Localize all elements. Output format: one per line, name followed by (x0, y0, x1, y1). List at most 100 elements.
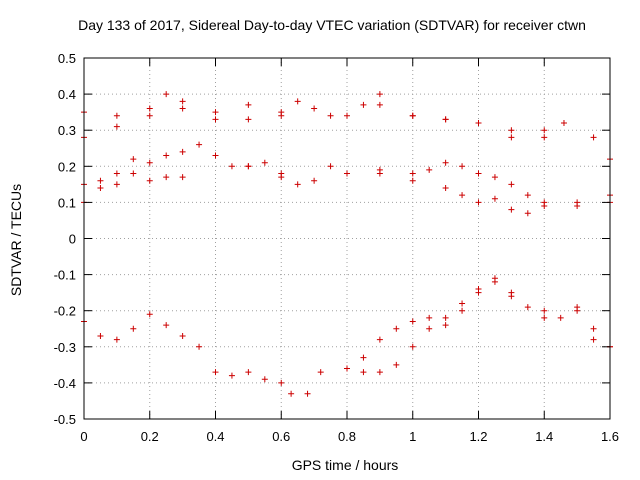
data-point (146, 177, 153, 184)
data-point (409, 112, 416, 119)
data-point (442, 159, 449, 166)
data-point (179, 174, 186, 181)
data-point (376, 101, 383, 108)
data-point (294, 98, 301, 105)
x-tick-label: 0 (80, 429, 87, 444)
y-tick-label: -0.2 (54, 304, 76, 319)
y-tick-label: 0.3 (58, 123, 76, 138)
data-point (97, 332, 104, 339)
data-point (541, 127, 548, 134)
data-point (97, 184, 104, 191)
data-point (97, 177, 104, 184)
data-point (146, 159, 153, 166)
data-point (130, 156, 137, 163)
data-point (541, 199, 548, 206)
y-tick-label: -0.4 (54, 376, 76, 391)
data-point (360, 101, 367, 108)
data-point (196, 141, 203, 148)
data-point (508, 293, 515, 300)
data-point (409, 343, 416, 350)
data-point (590, 325, 597, 332)
data-point (228, 163, 235, 170)
data-point (541, 314, 548, 321)
data-point (294, 181, 301, 188)
data-point (179, 105, 186, 112)
data-point (590, 134, 597, 141)
data-point (557, 314, 564, 321)
data-point (491, 195, 498, 202)
x-tick-label: 1.4 (535, 429, 553, 444)
y-axis-title: SDTVAR / TECUs (8, 184, 24, 296)
data-point (163, 91, 170, 98)
data-point (130, 170, 137, 177)
data-point (524, 304, 531, 311)
data-point (146, 311, 153, 318)
data-point (508, 206, 515, 213)
data-point (304, 390, 311, 397)
data-point (163, 322, 170, 329)
data-point (409, 177, 416, 184)
data-point (574, 304, 581, 311)
y-tick-label: -0.3 (54, 340, 76, 355)
data-point (212, 116, 219, 123)
data-point (475, 119, 482, 126)
data-point (179, 148, 186, 155)
data-point (113, 336, 120, 343)
x-tick-label: 0.8 (338, 429, 356, 444)
data-point (475, 170, 482, 177)
data-point (130, 325, 137, 332)
data-point (442, 314, 449, 321)
data-point (508, 181, 515, 188)
data-point (327, 112, 334, 119)
data-point (212, 152, 219, 159)
data-point (541, 307, 548, 314)
data-point (491, 275, 498, 282)
data-point (560, 119, 567, 126)
data-point (278, 379, 285, 386)
data-point (311, 105, 318, 112)
data-point (376, 91, 383, 98)
data-point (212, 109, 219, 116)
data-point (426, 314, 433, 321)
data-point (409, 318, 416, 325)
data-point (113, 181, 120, 188)
data-point (475, 199, 482, 206)
data-point (393, 325, 400, 332)
data-point (311, 177, 318, 184)
series-satellite-track-6 (360, 275, 613, 376)
data-point (113, 123, 120, 130)
data-point (442, 322, 449, 329)
series-satellite-track-2 (81, 101, 548, 141)
x-tick-label: 1.2 (469, 429, 487, 444)
data-point (179, 98, 186, 105)
data-point (376, 336, 383, 343)
data-point (459, 300, 466, 307)
data-point (376, 369, 383, 376)
data-point (317, 369, 324, 376)
data-point (459, 163, 466, 170)
data-point (360, 354, 367, 361)
data-point (245, 101, 252, 108)
data-point (163, 152, 170, 159)
data-point (163, 174, 170, 181)
x-tick-label: 0.6 (272, 429, 290, 444)
x-tick-label: 1 (409, 429, 416, 444)
data-point (196, 343, 203, 350)
chart-title: Day 133 of 2017, Sidereal Day-to-day VTE… (78, 17, 586, 33)
data-point (245, 116, 252, 123)
data-point (442, 184, 449, 191)
data-point (590, 336, 597, 343)
data-point (261, 376, 268, 383)
data-point (426, 166, 433, 173)
y-tick-label: 0.1 (58, 195, 76, 210)
y-tick-label: 0.2 (58, 159, 76, 174)
data-point (228, 372, 235, 379)
data-point (212, 369, 219, 376)
data-point (524, 192, 531, 199)
data-points (81, 91, 613, 397)
y-tick-label: 0.4 (58, 87, 76, 102)
data-point (475, 289, 482, 296)
data-point (278, 170, 285, 177)
x-axis-title: GPS time / hours (292, 457, 399, 473)
